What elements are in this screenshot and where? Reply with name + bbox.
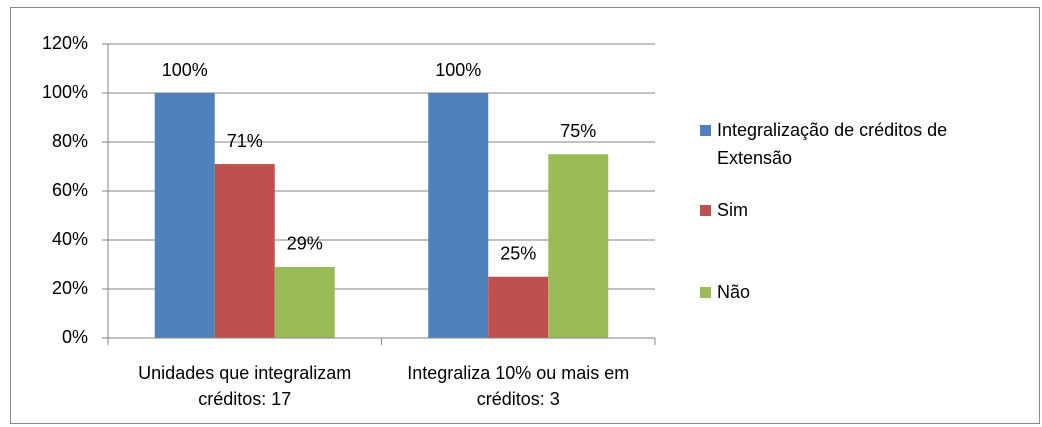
y-tick-label: 20% bbox=[52, 278, 88, 298]
data-label: 29% bbox=[287, 234, 323, 254]
y-tick-label: 0% bbox=[62, 327, 88, 347]
bar bbox=[488, 276, 549, 338]
data-label: 71% bbox=[227, 131, 263, 151]
legend-label: Integralização de créditos de Extensão bbox=[717, 120, 948, 168]
x-tick-label: Integraliza 10% ou mais em créditos: 3 bbox=[407, 363, 630, 409]
data-label: 75% bbox=[560, 121, 596, 141]
y-tick-label: 100% bbox=[42, 82, 88, 102]
legend-swatch bbox=[700, 287, 711, 298]
legend-swatch bbox=[700, 125, 711, 136]
bar bbox=[214, 164, 275, 338]
y-tick-label: 40% bbox=[52, 229, 88, 249]
x-tick-label: Unidades que integralizam créditos: 17 bbox=[138, 363, 352, 409]
legend-label: Sim bbox=[717, 200, 748, 220]
data-label: 25% bbox=[500, 244, 536, 264]
y-tick-label: 60% bbox=[52, 180, 88, 200]
legend-label: Não bbox=[717, 282, 751, 302]
bar bbox=[154, 93, 215, 338]
bar bbox=[274, 266, 335, 338]
data-label: 100% bbox=[162, 60, 208, 80]
bar bbox=[428, 93, 489, 338]
bar bbox=[548, 154, 609, 338]
y-tick-label: 120% bbox=[42, 33, 88, 53]
y-tick-label: 80% bbox=[52, 131, 88, 151]
data-label: 100% bbox=[435, 60, 481, 80]
legend-swatch bbox=[700, 205, 711, 216]
